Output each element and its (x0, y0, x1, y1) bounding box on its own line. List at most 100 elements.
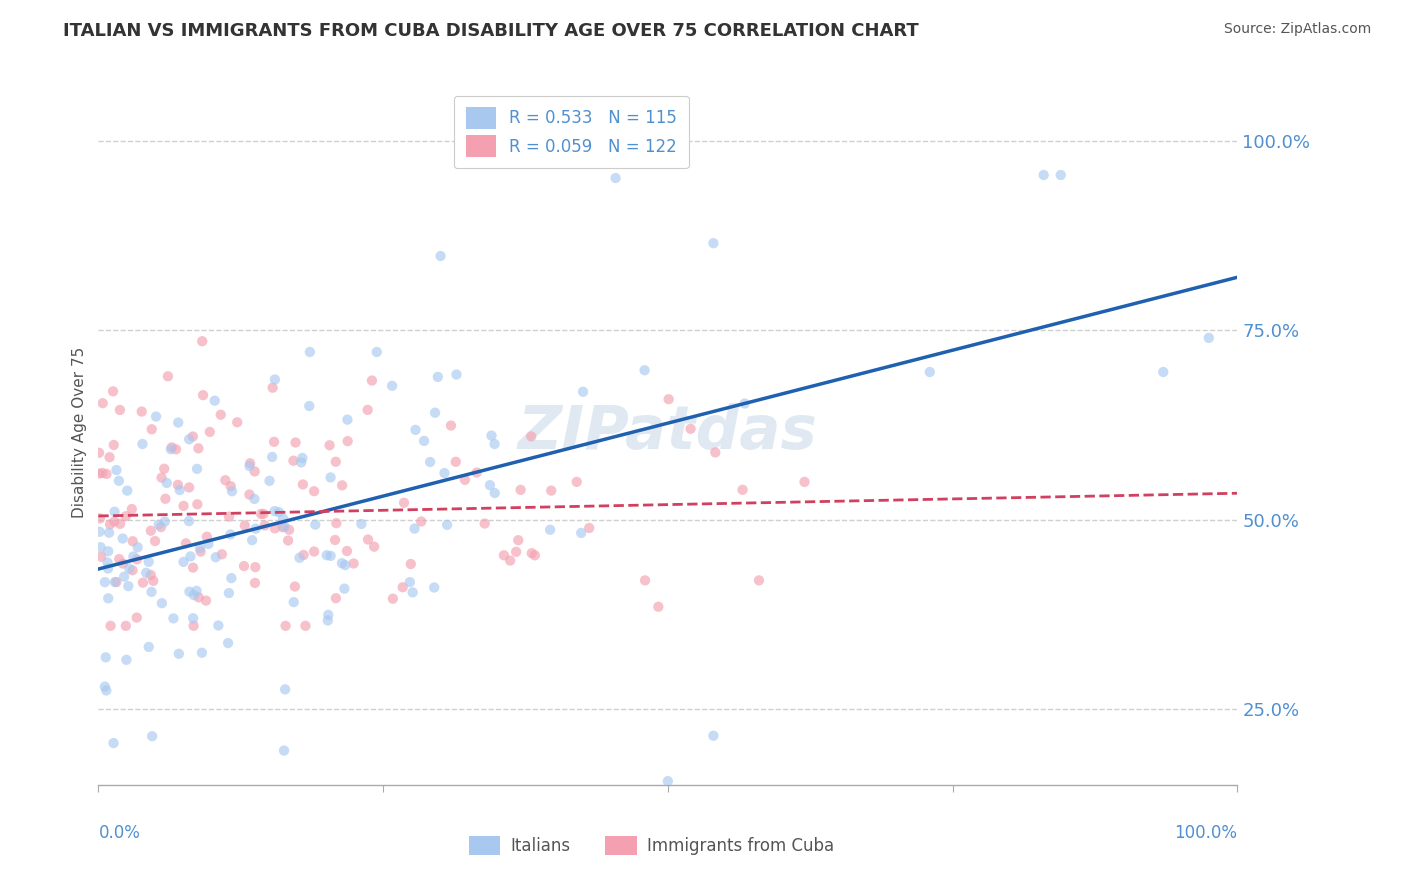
Y-axis label: Disability Age Over 75: Disability Age Over 75 (72, 347, 87, 518)
Point (240, 533, 263, 548)
Point (156, 369, 179, 384)
Point (179, 584, 201, 599)
Point (540, 483, 562, 498)
Point (108, 516, 131, 531)
Point (264, 521, 287, 535)
Point (153, 462, 176, 476)
Point (273, 743, 295, 757)
Point (658, 392, 681, 407)
Point (465, 466, 488, 480)
Point (336, 434, 359, 449)
Point (105, 575, 128, 590)
Point (135, 566, 157, 580)
Text: 0.0%: 0.0% (98, 823, 141, 842)
Point (218, 586, 240, 600)
Point (122, 549, 145, 564)
Point (214, 473, 236, 487)
Point (288, 550, 311, 565)
Point (292, 548, 315, 562)
Point (702, 236, 724, 251)
Point (343, 557, 366, 571)
Point (239, 456, 262, 470)
Point (267, 505, 290, 519)
Point (284, 580, 307, 594)
Point (148, 517, 170, 532)
Point (259, 474, 281, 488)
Point (233, 518, 256, 533)
Point (484, 486, 506, 500)
Point (149, 520, 172, 534)
Point (195, 593, 218, 607)
Point (319, 549, 342, 563)
Point (336, 412, 359, 426)
Point (211, 547, 233, 561)
Point (316, 607, 339, 622)
Point (197, 537, 219, 551)
Point (262, 450, 284, 464)
Point (271, 511, 294, 525)
Point (114, 619, 136, 633)
Point (89, 524, 111, 539)
Point (186, 497, 208, 511)
Point (350, 516, 373, 531)
Point (291, 477, 314, 491)
Point (363, 540, 385, 554)
Point (333, 558, 356, 572)
Point (520, 429, 543, 443)
Point (433, 466, 456, 480)
Point (91, 396, 114, 410)
Point (704, 445, 727, 459)
Point (141, 729, 163, 743)
Point (263, 504, 285, 518)
Point (219, 527, 242, 541)
Point (245, 560, 267, 574)
Point (401, 585, 423, 599)
Point (361, 374, 384, 388)
Point (243, 576, 266, 591)
Point (187, 591, 209, 605)
Point (190, 544, 212, 558)
Point (233, 559, 256, 574)
Point (357, 403, 380, 417)
Point (277, 533, 299, 548)
Point (454, 473, 477, 487)
Point (398, 575, 420, 590)
Point (115, 653, 138, 667)
Point (98, 450, 121, 465)
Point (96, 556, 118, 570)
Point (139, 568, 162, 582)
Point (572, 384, 595, 399)
Point (150, 470, 173, 484)
Point (96, 683, 118, 698)
Point (478, 478, 501, 492)
Point (221, 484, 243, 499)
Point (97, 591, 120, 606)
Point (264, 372, 287, 386)
Point (578, 521, 600, 535)
Point (191, 388, 214, 402)
Point (748, 574, 770, 588)
Point (426, 370, 449, 384)
Point (111, 532, 134, 546)
Point (112, 570, 135, 584)
Point (145, 409, 167, 424)
Point (191, 646, 214, 660)
Point (219, 479, 242, 493)
Point (87, 446, 110, 460)
Text: Italians: Italians (510, 837, 571, 855)
Point (734, 396, 756, 410)
Point (253, 518, 276, 533)
Point (444, 455, 467, 469)
Point (167, 478, 190, 492)
Point (492, 549, 515, 563)
Point (520, 546, 543, 560)
Point (284, 435, 307, 450)
Point (141, 422, 163, 436)
Point (319, 470, 342, 484)
Point (181, 560, 204, 574)
Point (238, 487, 260, 501)
Point (186, 462, 208, 476)
Point (436, 517, 458, 532)
Point (207, 618, 229, 632)
Point (657, 774, 679, 789)
